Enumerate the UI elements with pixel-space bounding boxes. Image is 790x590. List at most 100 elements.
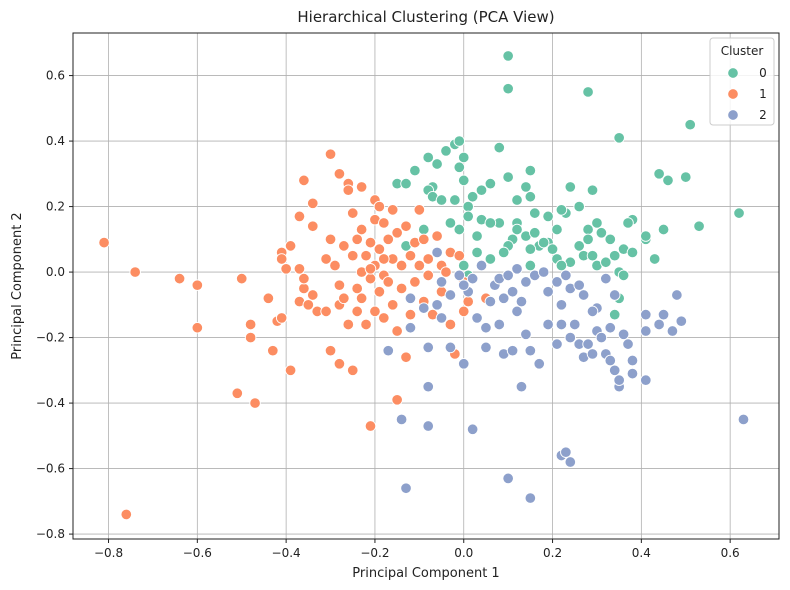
- data-point: [497, 292, 510, 305]
- data-point: [275, 253, 288, 265]
- data-point: [622, 338, 634, 350]
- legend-label: 0: [759, 66, 767, 80]
- data-point: [573, 279, 585, 291]
- data-point: [449, 194, 461, 206]
- series-cluster-2: [382, 246, 750, 504]
- data-point: [409, 276, 421, 288]
- data-point: [307, 220, 319, 232]
- data-point: [582, 338, 594, 350]
- data-point: [520, 276, 532, 288]
- data-point: [466, 272, 479, 285]
- data-point: [582, 233, 594, 246]
- data-point: [404, 308, 417, 321]
- data-point: [378, 312, 390, 324]
- scatter-points: [98, 50, 750, 521]
- legend-title: Cluster: [721, 44, 764, 58]
- data-point: [457, 174, 470, 187]
- data-point: [542, 285, 554, 298]
- data-point: [640, 325, 652, 337]
- data-point: [373, 285, 386, 298]
- data-point: [533, 358, 545, 370]
- data-point: [604, 354, 617, 367]
- data-point: [120, 508, 133, 521]
- data-point: [284, 364, 297, 377]
- plot-frame: [72, 32, 780, 540]
- data-point: [298, 282, 310, 295]
- data-point: [475, 259, 488, 272]
- data-point: [307, 289, 319, 301]
- data-point: [391, 325, 403, 337]
- data-point: [551, 223, 563, 236]
- data-point: [422, 269, 434, 282]
- y-axis-ticks: −0.8 −0.6 −0.4 −0.2 0.0 0.2 0.4 0.6: [36, 69, 73, 541]
- series-cluster-0: [391, 50, 745, 321]
- x-tick-label: 0.6: [721, 546, 740, 560]
- data-point: [378, 217, 390, 229]
- data-point: [364, 236, 377, 249]
- data-point: [542, 318, 554, 331]
- legend-box: [709, 37, 775, 126]
- data-point: [617, 328, 630, 341]
- y-tick-label: −0.2: [36, 331, 65, 345]
- data-point: [351, 305, 363, 318]
- data-point: [378, 253, 390, 265]
- data-point: [404, 292, 417, 305]
- data-point: [373, 243, 386, 255]
- data-point: [404, 322, 417, 334]
- data-point: [329, 259, 341, 272]
- data-point: [129, 266, 141, 278]
- data-point: [275, 312, 288, 324]
- data-point: [591, 217, 603, 229]
- data-point: [333, 358, 346, 370]
- chart-title: Hierarchical Clustering (PCA View): [297, 8, 554, 26]
- data-point: [502, 50, 514, 62]
- data-point: [577, 289, 590, 301]
- data-point: [475, 184, 488, 196]
- data-point: [529, 227, 541, 239]
- data-point: [604, 233, 617, 246]
- data-point: [333, 279, 346, 291]
- data-point: [555, 204, 568, 216]
- data-point: [346, 364, 359, 377]
- data-point: [662, 174, 674, 187]
- data-point: [586, 184, 599, 196]
- data-point: [613, 374, 625, 386]
- grid-lines: [73, 33, 779, 539]
- data-point: [462, 295, 474, 308]
- data-point: [617, 269, 630, 282]
- data-point: [537, 266, 550, 278]
- data-point: [191, 322, 204, 334]
- data-point: [608, 308, 621, 321]
- data-point: [564, 456, 577, 468]
- y-tick-label: 0.0: [46, 265, 65, 279]
- data-point: [604, 322, 617, 334]
- data-point: [546, 243, 559, 255]
- data-point: [395, 259, 408, 272]
- data-point: [400, 482, 412, 494]
- data-point: [386, 204, 399, 216]
- data-point: [293, 263, 306, 275]
- data-point: [515, 295, 528, 308]
- data-point: [502, 269, 514, 282]
- data-point: [626, 246, 639, 259]
- x-tick-label: 0.0: [454, 546, 473, 560]
- data-point: [302, 299, 315, 311]
- data-point: [457, 279, 470, 291]
- data-point: [298, 272, 310, 285]
- data-point: [422, 380, 434, 393]
- data-point: [249, 397, 261, 409]
- data-point: [684, 118, 696, 131]
- data-point: [409, 164, 421, 177]
- data-point: [506, 344, 519, 357]
- data-point: [560, 269, 572, 282]
- data-point: [404, 249, 417, 262]
- data-point: [493, 318, 506, 331]
- data-point: [595, 331, 608, 344]
- data-point: [360, 249, 372, 262]
- legend: Cluster 0 1 2: [709, 37, 775, 126]
- data-point: [462, 210, 474, 223]
- data-point: [600, 272, 612, 285]
- data-point: [524, 344, 537, 357]
- data-point: [444, 289, 457, 301]
- data-point: [551, 338, 563, 350]
